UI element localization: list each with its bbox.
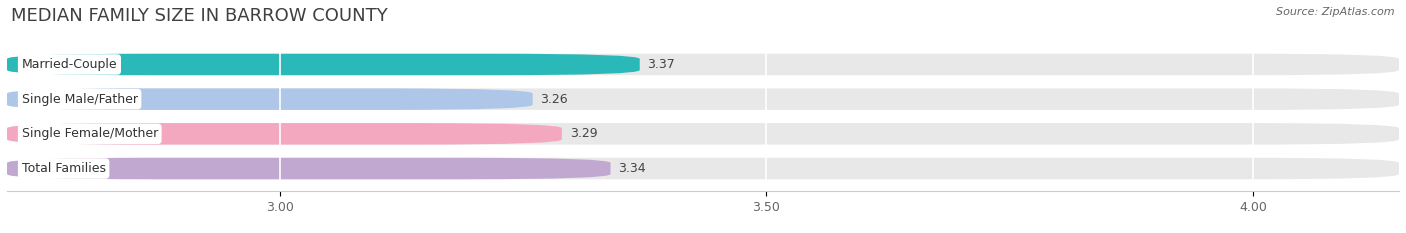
FancyBboxPatch shape (7, 123, 1399, 145)
Text: Total Families: Total Families (21, 162, 105, 175)
FancyBboxPatch shape (7, 158, 610, 179)
Text: 3.26: 3.26 (540, 93, 568, 106)
FancyBboxPatch shape (7, 54, 640, 75)
Text: 3.37: 3.37 (648, 58, 675, 71)
FancyBboxPatch shape (7, 158, 1399, 179)
Text: Single Female/Mother: Single Female/Mother (21, 127, 157, 140)
Text: Source: ZipAtlas.com: Source: ZipAtlas.com (1277, 7, 1395, 17)
Text: MEDIAN FAMILY SIZE IN BARROW COUNTY: MEDIAN FAMILY SIZE IN BARROW COUNTY (11, 7, 388, 25)
Text: Married-Couple: Married-Couple (21, 58, 117, 71)
Text: 3.34: 3.34 (619, 162, 645, 175)
FancyBboxPatch shape (7, 54, 1399, 75)
Text: Single Male/Father: Single Male/Father (21, 93, 138, 106)
Text: 3.29: 3.29 (569, 127, 598, 140)
FancyBboxPatch shape (7, 88, 533, 110)
FancyBboxPatch shape (7, 123, 562, 145)
FancyBboxPatch shape (7, 88, 1399, 110)
